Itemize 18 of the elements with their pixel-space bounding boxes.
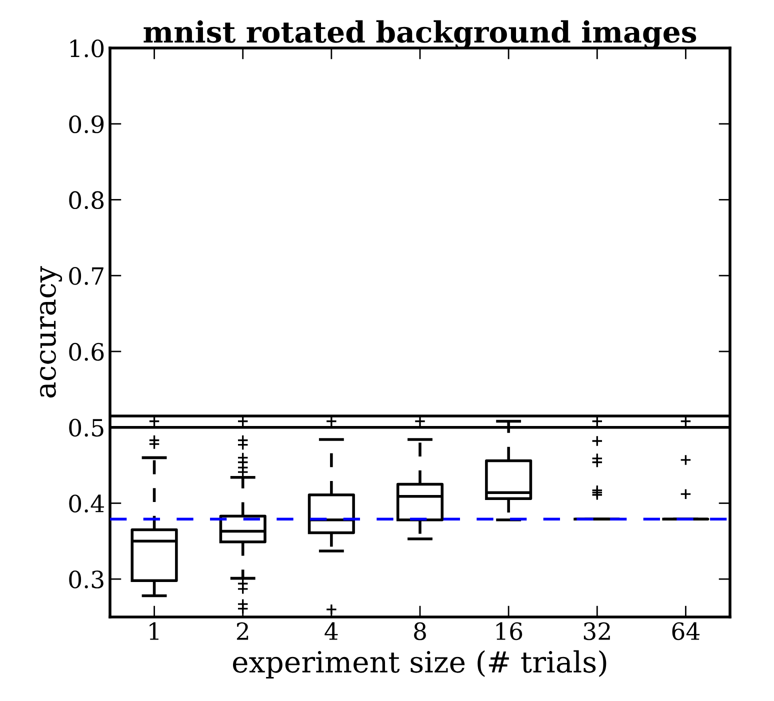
y-tick-label: 0.4 bbox=[69, 494, 104, 513]
x-tick-label: 16 bbox=[496, 622, 522, 640]
x-tick-label: 8 bbox=[414, 622, 426, 640]
y-tick-label: 0.8 bbox=[69, 191, 104, 210]
x-axis-title: experiment size (# trials) bbox=[232, 650, 606, 678]
y-tick-label: 0.7 bbox=[69, 267, 104, 285]
x-tick-label: 64 bbox=[672, 622, 700, 640]
x-tick-label: 32 bbox=[584, 622, 610, 640]
y-axis-title: accuracy bbox=[40, 266, 62, 398]
y-tick-label: 0.5 bbox=[69, 418, 104, 437]
chart-title: mnist rotated background images bbox=[144, 20, 696, 49]
y-tick-label: 0.6 bbox=[69, 342, 104, 361]
y-tick-label: 0.3 bbox=[69, 570, 104, 588]
y-tick-label: 1.0 bbox=[70, 39, 104, 58]
x-tick-label: 1 bbox=[150, 622, 158, 640]
x-tick-label: 2 bbox=[236, 622, 248, 640]
x-tick-label: 4 bbox=[324, 622, 338, 640]
y-tick-label: 0.9 bbox=[69, 115, 104, 134]
